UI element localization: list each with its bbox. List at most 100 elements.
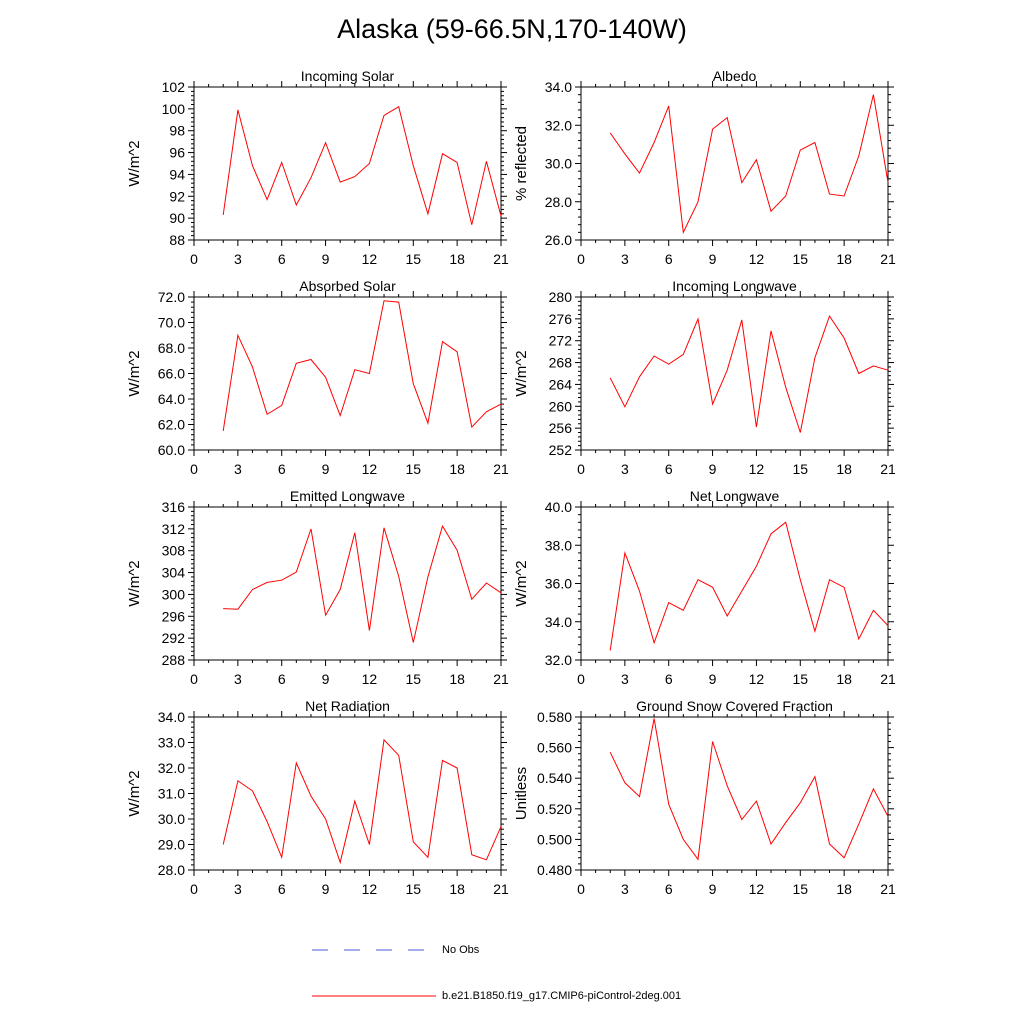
x-tick-label: 12 <box>362 461 378 477</box>
series-line <box>609 521 889 651</box>
x-tick-label: 15 <box>792 251 808 267</box>
y-tick-label: 72.0 <box>158 289 185 305</box>
x-tick-label: 12 <box>749 251 765 267</box>
x-tick-label: 18 <box>449 461 465 477</box>
y-tick-label: 0.580 <box>537 709 572 725</box>
x-tick-label: 6 <box>278 461 286 477</box>
figure-title: Alaska (59-66.5N,170-140W) <box>337 14 687 44</box>
y-tick-label: 316 <box>162 499 186 515</box>
x-tick-label: 0 <box>190 671 198 687</box>
x-tick-label: 3 <box>234 461 242 477</box>
plot-frame <box>193 296 502 451</box>
panel-incoming-solar: Incoming Solar W/m^2 0 3 6 9 12 15 18 21 88 90 92 94 9… <box>126 68 509 267</box>
panel-title: Incoming Solar <box>301 68 395 84</box>
panel-emitted-longwave: Emitted Longwave W/m^2 0 3 6 9 12 15 18 21 288 292 2… <box>126 488 509 687</box>
y-tick-label: 0.500 <box>537 831 572 847</box>
x-tick-label: 9 <box>322 461 330 477</box>
panel-net-radiation: Net Radiation W/m^2 0 3 6 9 12 15 18 21 28.0 29.0 30… <box>126 698 509 897</box>
series-line <box>222 300 502 431</box>
y-tick-label: 252 <box>549 442 573 458</box>
x-tick-label: 15 <box>405 251 421 267</box>
x-tick-label: 12 <box>362 251 378 267</box>
panel-ground-snow-covered-fraction: Ground Snow Covered Fraction Unitless 0 3 6 9… <box>513 698 896 897</box>
x-tick-label: 6 <box>278 251 286 267</box>
x-tick-label: 15 <box>792 671 808 687</box>
y-axis-label: W/m^2 <box>126 770 143 816</box>
panel-albedo: Albedo % reflected 0 3 6 9 12 15 18 21 26.0 28.0 30.… <box>513 68 896 267</box>
y-tick-label: 92 <box>169 188 185 204</box>
legend-obs-swatch <box>312 949 436 951</box>
y-axis-label: Unitless <box>513 767 530 820</box>
y-tick-label: 0.540 <box>537 770 572 786</box>
x-tick-label: 12 <box>362 671 378 687</box>
x-tick-label: 18 <box>836 671 852 687</box>
y-tick-label: 98 <box>169 123 185 139</box>
y-tick-label: 64.0 <box>158 391 185 407</box>
x-tick-label: 3 <box>621 461 629 477</box>
x-tick-label: 21 <box>880 671 896 687</box>
x-tick-label: 12 <box>749 461 765 477</box>
x-tick-label: 0 <box>577 881 585 897</box>
y-tick-label: 100 <box>162 101 186 117</box>
y-tick-label: 28.0 <box>545 194 572 210</box>
x-tick-label: 21 <box>880 881 896 897</box>
y-tick-label: 0.520 <box>537 801 572 817</box>
y-tick-label: 26.0 <box>545 232 572 248</box>
x-tick-label: 3 <box>234 881 242 897</box>
y-tick-label: 90 <box>169 210 185 226</box>
x-tick-label: 6 <box>665 671 673 687</box>
y-tick-label: 312 <box>162 521 186 537</box>
y-tick-label: 60.0 <box>158 442 185 458</box>
panel-absorbed-solar: Absorbed Solar W/m^2 0 3 6 9 12 15 18 21 60.0 62.0 6… <box>126 278 509 477</box>
x-tick-label: 6 <box>278 671 286 687</box>
plot-frame <box>193 716 502 871</box>
x-tick-label: 0 <box>577 461 585 477</box>
panel-title: Net Longwave <box>690 488 780 504</box>
x-tick-label: 15 <box>792 881 808 897</box>
x-tick-label: 6 <box>665 461 673 477</box>
legend-model-swatch <box>312 995 436 997</box>
x-tick-label: 0 <box>190 461 198 477</box>
y-tick-label: 88 <box>169 232 185 248</box>
panel-title: Ground Snow Covered Fraction <box>636 698 833 714</box>
x-tick-label: 21 <box>493 881 509 897</box>
y-tick-label: 280 <box>549 289 573 305</box>
x-tick-label: 18 <box>449 881 465 897</box>
y-tick-label: 308 <box>162 543 186 559</box>
x-tick-label: 15 <box>405 881 421 897</box>
y-tick-label: 31.0 <box>158 786 185 802</box>
x-tick-label: 21 <box>493 251 509 267</box>
panel-title: Emitted Longwave <box>290 488 405 504</box>
x-tick-label: 3 <box>621 251 629 267</box>
legend-model-label: b.e21.B1850.f19_g17.CMIP6-piControl-2deg… <box>442 990 682 1002</box>
y-tick-label: 292 <box>162 630 186 646</box>
y-tick-label: 300 <box>162 586 186 602</box>
y-tick-label: 33.0 <box>158 735 185 751</box>
x-tick-label: 15 <box>405 671 421 687</box>
x-tick-label: 9 <box>709 461 717 477</box>
y-tick-label: 296 <box>162 608 186 624</box>
x-tick-label: 6 <box>665 251 673 267</box>
plot-frame <box>580 86 889 241</box>
y-tick-label: 70.0 <box>158 315 185 331</box>
y-axis-label: W/m^2 <box>513 350 530 396</box>
x-tick-label: 3 <box>234 671 242 687</box>
y-tick-label: 40.0 <box>545 499 572 515</box>
series-line <box>609 314 889 433</box>
x-tick-label: 12 <box>362 881 378 897</box>
y-tick-label: 260 <box>549 398 573 414</box>
y-tick-label: 62.0 <box>158 417 185 433</box>
y-axis-label: W/m^2 <box>513 560 530 606</box>
x-tick-label: 21 <box>493 461 509 477</box>
y-tick-label: 66.0 <box>158 366 185 382</box>
y-tick-label: 28.0 <box>158 862 185 878</box>
x-tick-label: 9 <box>322 671 330 687</box>
y-tick-label: 34.0 <box>158 709 185 725</box>
x-tick-label: 0 <box>190 251 198 267</box>
x-tick-label: 0 <box>190 881 198 897</box>
legend-model: b.e21.B1850.f19_g17.CMIP6-piControl-2deg… <box>312 988 681 1004</box>
plot-frame <box>580 296 889 451</box>
series-line <box>222 105 502 225</box>
x-tick-label: 9 <box>709 671 717 687</box>
